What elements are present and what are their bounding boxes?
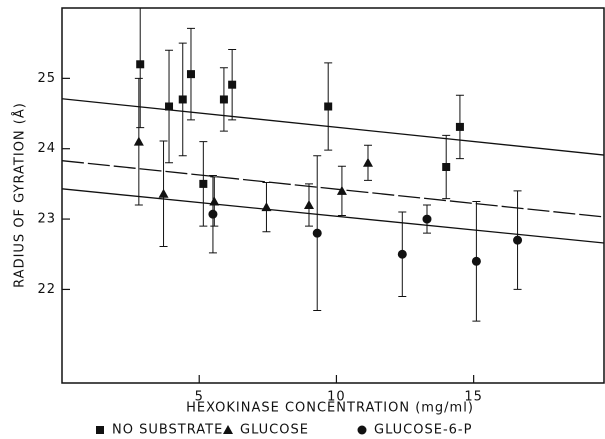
marker	[208, 209, 218, 219]
marker	[471, 256, 481, 266]
marker	[219, 95, 228, 104]
fit-line	[61, 98, 605, 156]
marker	[455, 122, 464, 131]
x-tick-label: 10	[327, 390, 346, 405]
y-tick-label: 23	[37, 212, 56, 227]
marker	[442, 163, 451, 172]
fit-line	[61, 188, 605, 244]
marker	[209, 196, 220, 206]
marker	[199, 179, 208, 188]
plot-frame	[61, 7, 605, 384]
legend-label: GLUCOSE-6-P	[374, 423, 472, 438]
legend-marker	[357, 425, 367, 435]
y-tick-label: 22	[37, 282, 56, 297]
marker	[513, 235, 523, 245]
y-axis-label: RADIUS OF GYRATION (Å)	[12, 102, 28, 288]
marker	[312, 228, 322, 238]
legend-label: NO SUBSTRATE	[112, 423, 223, 438]
marker	[178, 95, 187, 104]
marker	[228, 80, 237, 89]
x-tick-label: 5	[195, 390, 204, 405]
marker	[362, 157, 373, 167]
marker	[136, 60, 145, 69]
marker	[303, 199, 314, 209]
fit-line	[61, 160, 605, 218]
marker	[261, 202, 272, 212]
marker	[324, 102, 333, 111]
legend-marker	[223, 425, 233, 434]
marker	[165, 102, 174, 111]
marker	[158, 188, 169, 198]
marker	[397, 249, 407, 259]
legend-label: GLUCOSE	[240, 423, 309, 438]
legend-marker	[96, 426, 104, 434]
marker	[422, 214, 432, 224]
marker	[133, 136, 144, 146]
marker	[336, 185, 347, 195]
y-tick-label: 25	[37, 71, 56, 86]
y-tick-label: 24	[37, 141, 56, 156]
x-axis-label: HEXOKINASE CONCENTRATION (mg/ml)	[186, 401, 474, 416]
x-tick-label: 15	[464, 390, 483, 405]
marker	[186, 70, 195, 79]
